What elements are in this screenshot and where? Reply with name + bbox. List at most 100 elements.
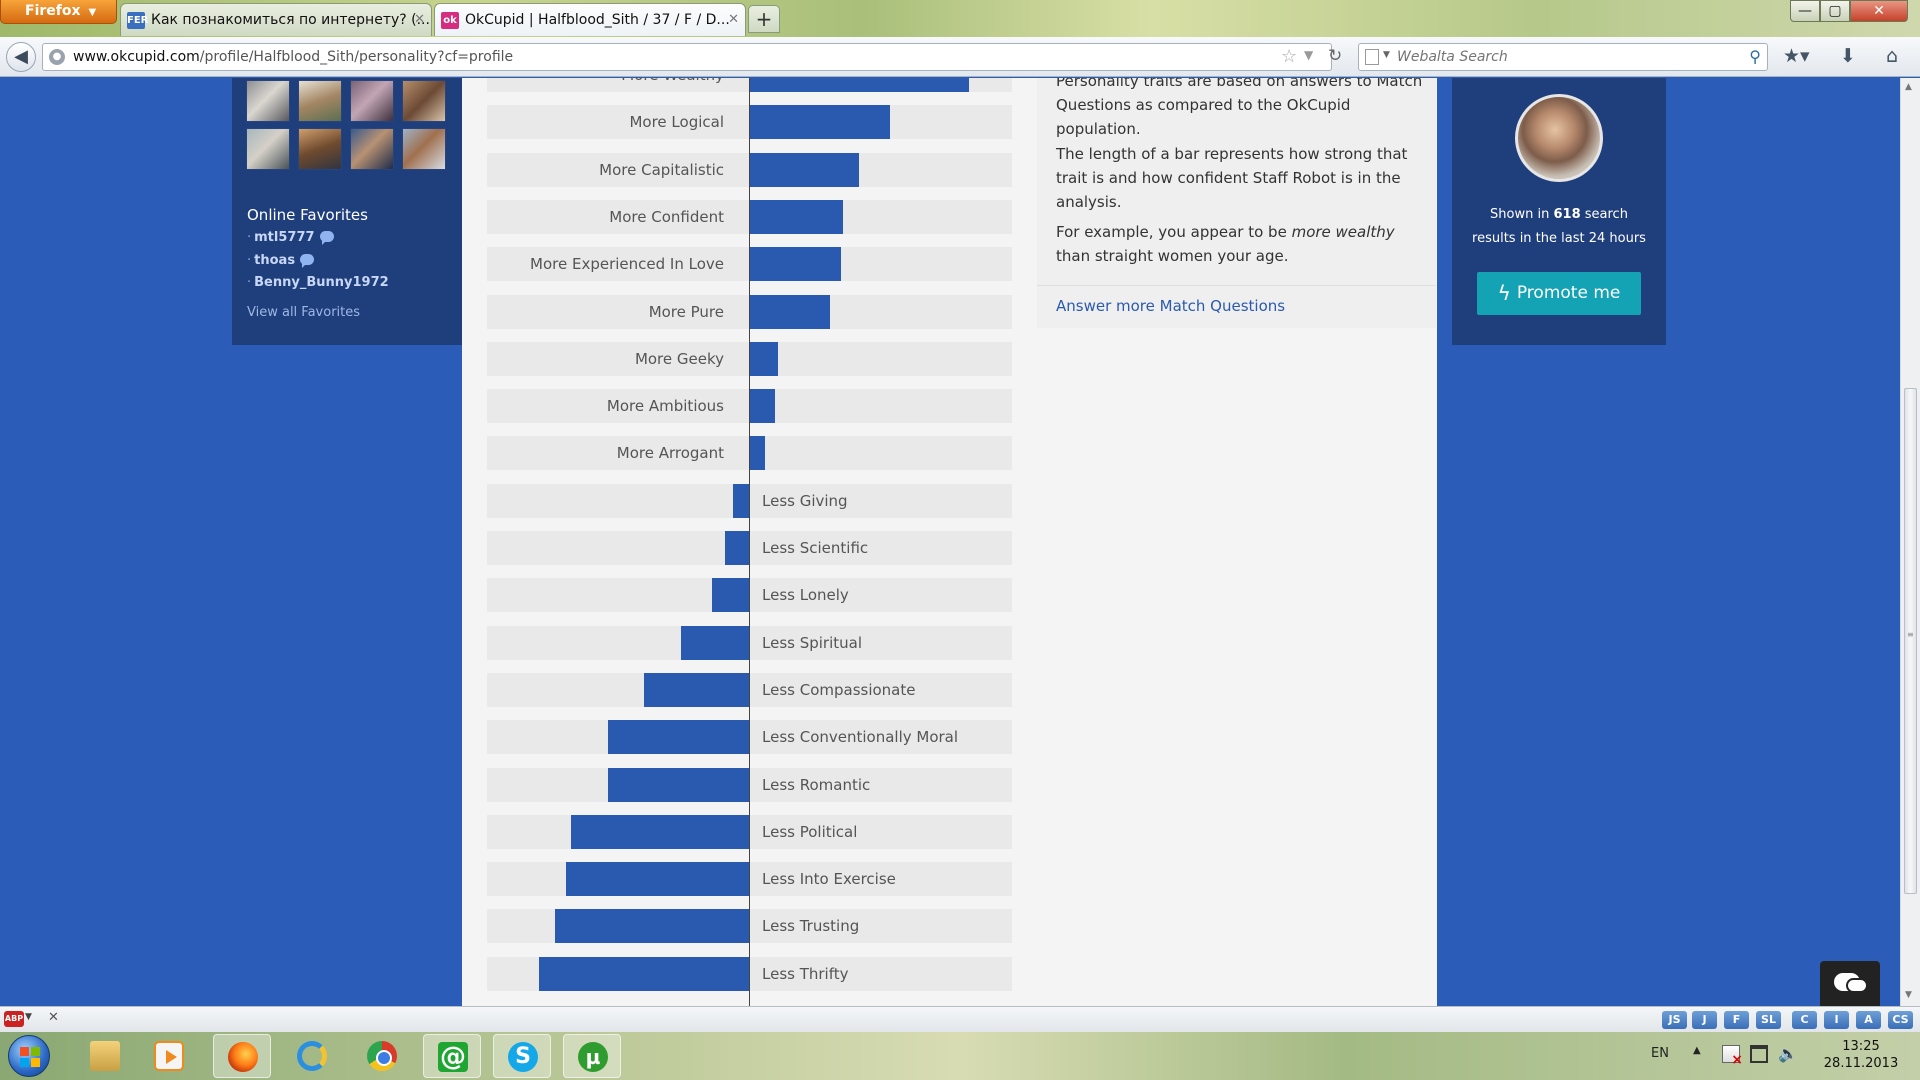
trait-bar [749, 105, 890, 140]
adblock-icon[interactable]: ABP [4, 1011, 24, 1027]
addon-button[interactable]: A [1856, 1011, 1881, 1029]
addon-button[interactable]: I [1824, 1011, 1849, 1029]
search-input[interactable] [1397, 44, 1727, 70]
language-indicator[interactable]: EN [1651, 1046, 1669, 1061]
favorite-user-link[interactable]: · mtl5777 [247, 230, 334, 245]
trait-bar [712, 578, 749, 613]
view-all-favorites-link[interactable]: View all Favorites [247, 305, 361, 320]
user-thumbnail[interactable] [350, 128, 394, 170]
search-engine-icon[interactable] [1365, 49, 1379, 65]
user-thumbnail[interactable] [246, 80, 290, 122]
search-engine-dropdown-icon[interactable]: ▼ [1383, 50, 1390, 60]
addon-button[interactable]: F [1724, 1011, 1749, 1029]
explanation-text: Personality traits are based on answers … [1056, 78, 1423, 138]
answer-match-questions-link[interactable]: Answer more Match Questions [1056, 297, 1286, 315]
addon-bar-close-icon[interactable]: ✕ [48, 1010, 59, 1025]
addon-button[interactable]: CS [1888, 1011, 1913, 1029]
address-bar[interactable]: ● www.okcupid.com/profile/Halfblood_Sith… [42, 43, 1342, 71]
utorrent-taskbar-button[interactable]: µ [563, 1034, 621, 1078]
trait-bar [566, 862, 749, 897]
network-icon[interactable] [1750, 1045, 1768, 1063]
skype-taskbar-button[interactable]: S [493, 1034, 551, 1078]
trait-bar [749, 199, 843, 234]
addon-button[interactable]: SL [1756, 1011, 1781, 1029]
trait-bar [608, 767, 749, 802]
maximize-button[interactable]: ▢ [1820, 0, 1850, 22]
page-content: Online Favorites · mtl5777 · thoas · Benny_… [0, 78, 1900, 1006]
favorite-user-link[interactable]: · thoas [247, 253, 315, 268]
home-icon[interactable]: ⌂ [1886, 45, 1899, 67]
title-bar: Firefox ▼ FER Как познакомиться по интерн… [0, 0, 1920, 37]
user-thumbnail[interactable] [402, 128, 446, 170]
tab-close-icon[interactable]: ✕ [728, 12, 739, 27]
back-button[interactable]: ◀ [6, 42, 36, 72]
addon-button[interactable]: J [1692, 1011, 1717, 1029]
bookmark-star-icon[interactable]: ☆ [1281, 46, 1298, 67]
profile-avatar[interactable] [1515, 94, 1603, 182]
user-thumbnail[interactable] [298, 80, 342, 122]
tab-okcupid[interactable]: ok OkCupid | Halfblood_Sith / 37 / F / D… [434, 3, 746, 36]
trait-bar [749, 436, 765, 471]
vertical-scrollbar[interactable]: ▲ ≡ ▼ [1900, 78, 1920, 1006]
folder-icon [90, 1041, 120, 1071]
trait-bar [681, 625, 749, 660]
user-thumbnail[interactable] [402, 80, 446, 122]
minimize-button[interactable]: — [1790, 0, 1820, 22]
close-window-button[interactable]: ✕ [1850, 0, 1908, 22]
firefox-menu-button[interactable]: Firefox ▼ [0, 0, 117, 24]
okcupid-favicon: ok [441, 12, 459, 29]
scroll-up-arrow-icon[interactable]: ▲ [1905, 82, 1912, 92]
trait-label: Less Spiritual [762, 633, 863, 652]
bookmarks-menu-icon[interactable]: ★▾ [1783, 45, 1810, 67]
reload-icon[interactable]: ↻ [1328, 46, 1343, 66]
favorite-user-link[interactable]: · Benny_Bunny1972 [247, 275, 389, 290]
search-bar[interactable]: ▼ ⚲ [1358, 43, 1768, 71]
online-favorites-heading: Online Favorites [247, 206, 368, 224]
tab-close-icon[interactable]: ✕ [414, 12, 425, 27]
volume-icon[interactable]: 🔈 [1778, 1044, 1798, 1063]
user-thumbnail[interactable] [246, 128, 290, 170]
search-icon[interactable]: ⚲ [1749, 47, 1761, 66]
mail-agent-taskbar-button[interactable]: @ [423, 1034, 481, 1078]
chrome-taskbar-button[interactable] [353, 1034, 411, 1078]
trait-bar [749, 78, 969, 92]
addon-button[interactable]: JS [1662, 1011, 1687, 1029]
trait-label: Less Lonely [762, 586, 849, 605]
system-clock[interactable]: 13:25 28.11.2013 [1823, 1039, 1899, 1071]
adblock-dropdown-icon[interactable]: ▼ [25, 1012, 32, 1022]
tab-favicon: FER [127, 12, 148, 29]
addon-button[interactable]: C [1792, 1011, 1817, 1029]
utorrent-icon: µ [578, 1042, 608, 1072]
action-center-flag-icon[interactable] [1722, 1045, 1743, 1068]
trait-label: More Geeky [634, 349, 724, 368]
trait-bar [725, 531, 749, 565]
explorer-taskbar-button[interactable] [76, 1034, 134, 1078]
new-tab-button[interactable]: + [748, 5, 780, 33]
trait-label: Less Giving [762, 491, 848, 510]
show-hidden-icons-icon[interactable]: ▲ [1693, 1045, 1701, 1056]
start-button[interactable] [8, 1035, 50, 1077]
windows-taskbar: @ S µ EN ▲ 🔈 13:25 28.11.2013 [0, 1032, 1920, 1080]
trait-label: More Ambitious [606, 397, 724, 416]
url-text[interactable]: www.okcupid.com/profile/Halfblood_Sith/p… [73, 49, 514, 65]
scrollbar-thumb[interactable]: ≡ [1904, 388, 1917, 894]
trait-label: Less Political [762, 822, 858, 841]
media-player-taskbar-button[interactable] [140, 1034, 198, 1078]
firefox-taskbar-button[interactable] [213, 1034, 271, 1078]
downloads-icon[interactable]: ⬇ [1840, 45, 1856, 67]
navigation-toolbar: ◀ ● www.okcupid.com/profile/Halfblood_Si… [0, 37, 1920, 77]
history-dropdown-icon[interactable]: ▼ [1304, 48, 1314, 62]
media-player-icon [154, 1041, 184, 1071]
scroll-down-arrow-icon[interactable]: ▼ [1905, 990, 1912, 1000]
internet-explorer-taskbar-button[interactable] [283, 1034, 341, 1078]
chat-bubble-icon[interactable] [300, 254, 315, 268]
user-thumbnail[interactable] [298, 128, 342, 170]
promote-me-button[interactable]: ϟ Promote me [1477, 272, 1641, 315]
chrome-icon [367, 1041, 397, 1071]
site-identity-icon[interactable]: ● [49, 49, 65, 65]
chat-bubble-icon[interactable] [319, 231, 334, 245]
chat-widget-icon[interactable] [1820, 961, 1880, 1006]
tab-znakomstva[interactable]: FER Как познакомиться по интернету? (...… [120, 3, 432, 36]
user-thumbnail[interactable] [350, 80, 394, 122]
tab-title: OkCupid | Halfblood_Sith / 37 / F / D... [465, 12, 730, 28]
